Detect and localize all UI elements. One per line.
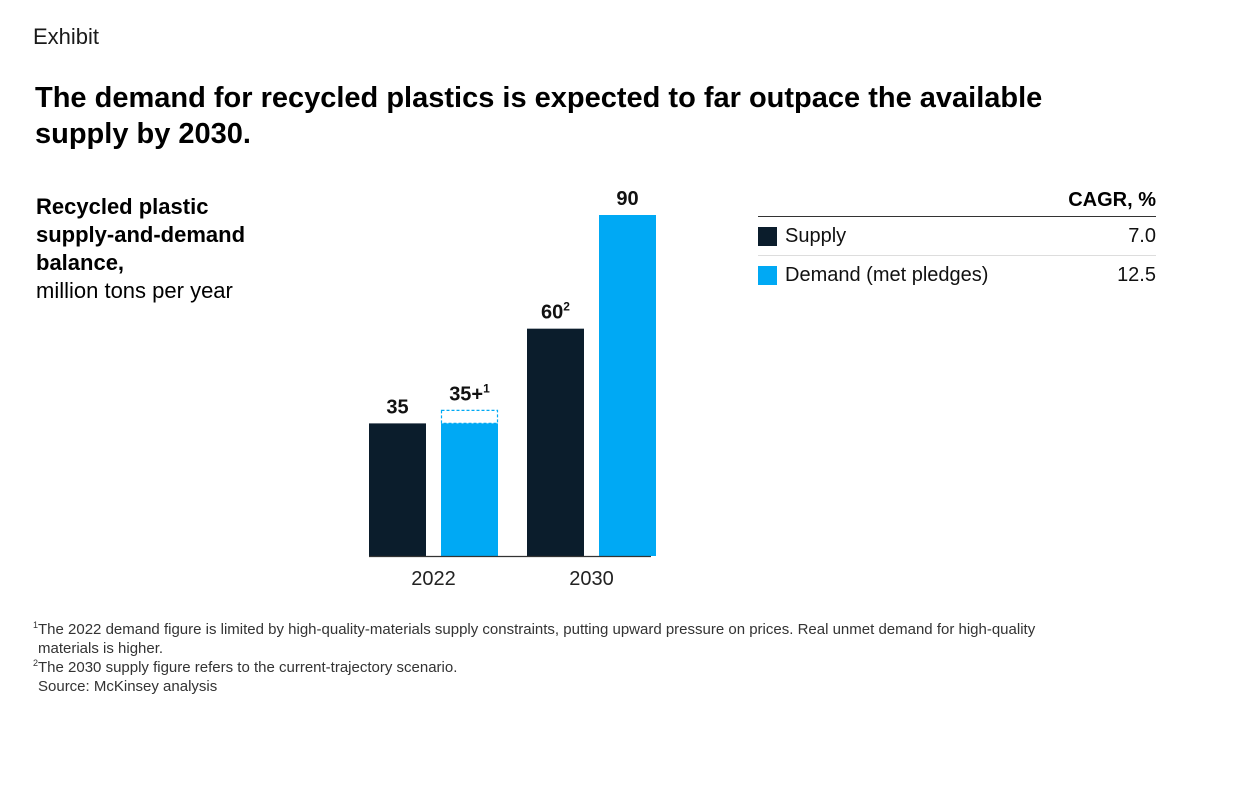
footnote-1-continued: materials is higher. bbox=[33, 639, 1133, 658]
footnotes: 1The 2022 demand figure is limited by hi… bbox=[33, 620, 1133, 696]
legend-name: Demand (met pledges) bbox=[785, 263, 989, 286]
headline: The demand for recycled plastics is expe… bbox=[35, 82, 1043, 150]
footnote-text: The 2022 demand figure is limited by hig… bbox=[38, 621, 1036, 638]
chart-title-bold: Recycled plastic supply-and-demand balan… bbox=[36, 194, 246, 275]
x-tick-label-2022: 2022 bbox=[411, 568, 456, 590]
chart-title-unit: million tons per year bbox=[36, 278, 233, 303]
legend-item-supply: Supply 7.0 bbox=[758, 217, 1156, 256]
bar-supply-2030 bbox=[527, 328, 584, 556]
legend-value: 7.0 bbox=[1128, 224, 1156, 247]
legend-header-label: CAGR, % bbox=[1068, 189, 1156, 211]
exhibit-label: Exhibit bbox=[33, 24, 100, 49]
legend-swatch-supply bbox=[758, 226, 777, 246]
legend-item-demand: Demand (met pledges) 12.5 bbox=[758, 256, 1156, 294]
footnote-2: 2The 2030 supply figure refers to the cu… bbox=[33, 658, 1133, 677]
data-label-footnote-mark: 1 bbox=[483, 381, 490, 395]
unmet-demand-outline bbox=[440, 409, 499, 424]
data-label-demand-2030: 90 bbox=[616, 188, 638, 210]
data-label-demand-2022: 35+1 bbox=[449, 381, 490, 405]
data-label-footnote-mark: 2 bbox=[563, 300, 570, 314]
x-tick-label-2030: 2030 bbox=[569, 568, 614, 590]
legend-swatch-demand bbox=[758, 265, 777, 285]
footnote-text: The 2030 supply figure refers to the cur… bbox=[38, 659, 458, 676]
bar-demand-2022 bbox=[441, 423, 498, 556]
bar-demand-2030 bbox=[599, 215, 656, 556]
source-note: Source: McKinsey analysis bbox=[33, 677, 1133, 696]
chart-title: Recycled plastic supply-and-demand balan… bbox=[36, 193, 266, 305]
data-label-supply-2022: 35 bbox=[386, 396, 408, 418]
legend-header: CAGR, % bbox=[758, 186, 1156, 217]
footnote-1: 1The 2022 demand figure is limited by hi… bbox=[33, 620, 1133, 639]
footnote-mark: 2 bbox=[33, 658, 39, 668]
bar-supply-2022 bbox=[369, 423, 426, 556]
legend: CAGR, % Supply 7.0 Demand (met pledges) … bbox=[758, 186, 1156, 294]
source-text: Source: McKinsey analysis bbox=[38, 678, 218, 695]
legend-name: Supply bbox=[785, 224, 847, 247]
footnote-text: materials is higher. bbox=[38, 640, 164, 657]
footnote-mark: 1 bbox=[33, 620, 39, 630]
legend-value: 12.5 bbox=[1117, 263, 1156, 286]
data-label-supply-2030: 602 bbox=[541, 300, 570, 324]
